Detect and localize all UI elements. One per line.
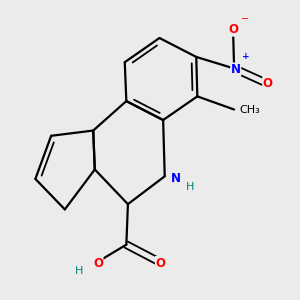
Text: N: N	[171, 172, 181, 185]
Text: +: +	[242, 52, 250, 62]
Text: O: O	[155, 256, 166, 269]
Text: H: H	[186, 182, 194, 192]
Text: O: O	[228, 23, 238, 36]
Text: O: O	[263, 77, 273, 90]
Text: −: −	[241, 14, 249, 24]
Text: O: O	[93, 256, 103, 269]
Text: H: H	[75, 266, 83, 277]
Text: N: N	[231, 63, 241, 76]
Text: CH₃: CH₃	[239, 104, 260, 115]
